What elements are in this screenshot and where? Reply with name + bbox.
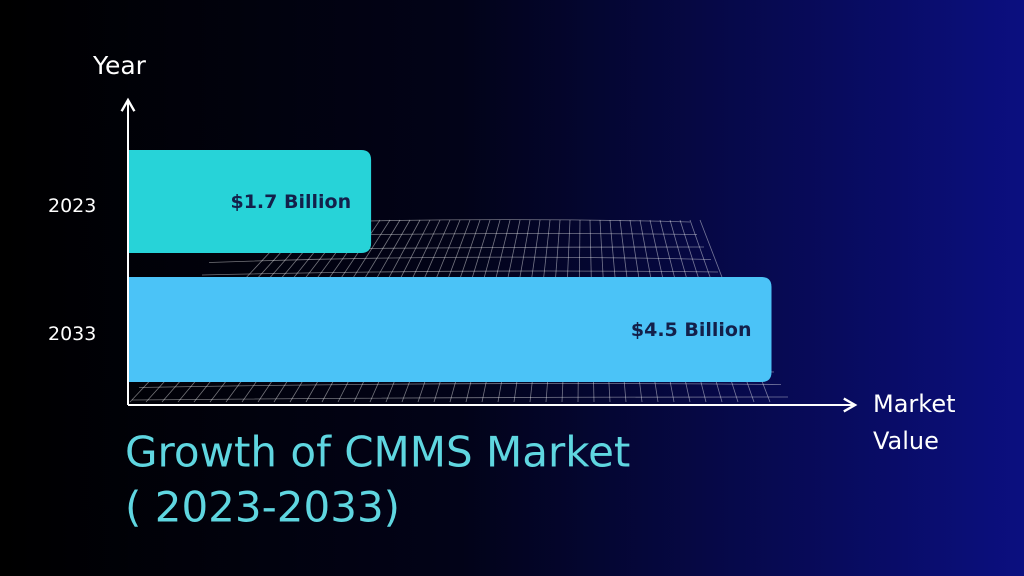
- bar: [128, 277, 772, 382]
- y-tick-label: 2023: [48, 195, 96, 217]
- mesh-line: [201, 270, 719, 276]
- mesh-line: [131, 396, 789, 401]
- chart-title: Growth of CMMS Market: [125, 428, 630, 477]
- mesh-line: [138, 383, 782, 388]
- x-axis-label: Market Value: [873, 390, 956, 455]
- y-tick-label: 2033: [48, 323, 96, 345]
- mesh-line: [208, 256, 712, 263]
- bar: [128, 150, 372, 253]
- data-label: $1.7 Billion: [230, 191, 351, 213]
- data-label: $4.5 Billion: [631, 319, 752, 341]
- y-axis-label: Year: [92, 51, 147, 80]
- chart-subtitle: ( 2023-2033): [125, 483, 400, 532]
